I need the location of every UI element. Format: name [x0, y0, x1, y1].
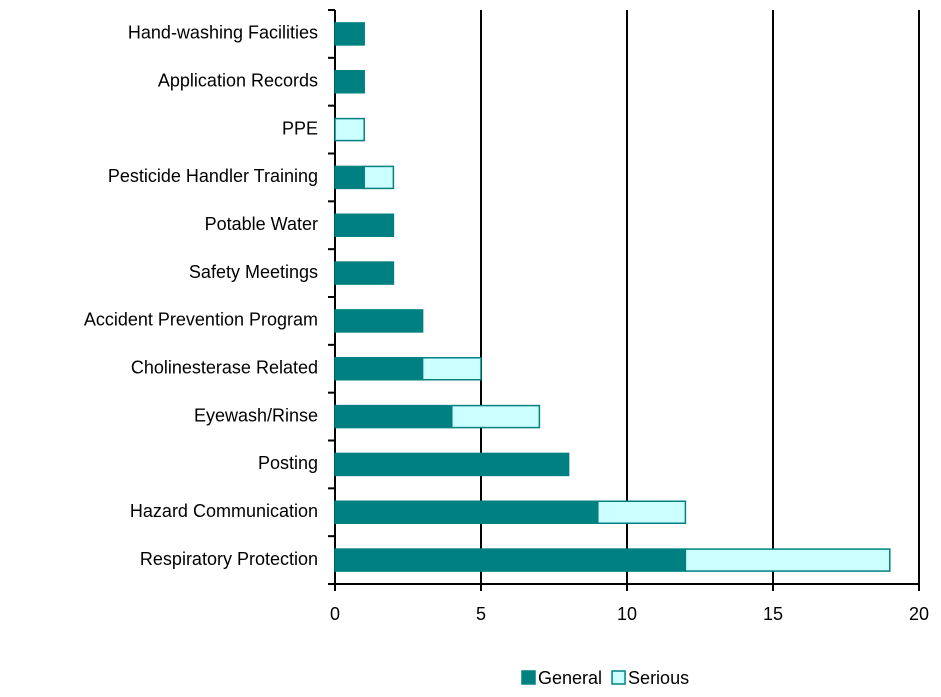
legend-swatch — [521, 670, 536, 685]
bar — [684, 548, 891, 572]
bar — [421, 357, 482, 381]
bar — [334, 500, 599, 524]
legend-label: General — [538, 668, 602, 688]
x-tick-label: 20 — [909, 604, 929, 624]
bar — [334, 404, 453, 429]
x-tick-label: 0 — [330, 604, 340, 624]
bar — [597, 500, 687, 524]
y-tick-label: Respiratory Protection — [140, 549, 318, 569]
y-tick-label: Cholinesterase Related — [131, 358, 318, 378]
bar — [363, 165, 395, 190]
legend-label: Serious — [628, 668, 689, 688]
y-tick-label: PPE — [282, 118, 318, 138]
y-tick-label: Pesticide Handler Training — [108, 166, 318, 186]
bar — [334, 309, 424, 333]
bar — [334, 117, 365, 142]
bar — [334, 452, 570, 477]
y-tick-label: Hand-washing Facilities — [128, 23, 318, 43]
legend-swatch — [611, 670, 626, 685]
bar — [334, 213, 395, 237]
x-tick-label: 10 — [617, 604, 637, 624]
y-tick-label: Posting — [258, 453, 318, 473]
y-tick-label: Hazard Communication — [130, 501, 318, 521]
y-tick-label: Eyewash/Rinse — [194, 405, 318, 425]
x-tick-label: 5 — [476, 604, 486, 624]
bar — [334, 165, 365, 190]
bar — [334, 357, 424, 381]
bar — [334, 261, 395, 285]
y-tick-label: Safety Meetings — [189, 262, 318, 282]
x-tick-label: 15 — [763, 604, 783, 624]
y-tick-label: Accident Prevention Program — [84, 310, 318, 330]
bar — [334, 548, 687, 572]
y-tick-label: Application Records — [158, 71, 318, 91]
bar — [334, 22, 365, 46]
y-tick-label: Potable Water — [205, 214, 318, 234]
bar — [334, 70, 365, 94]
bar — [451, 404, 541, 429]
